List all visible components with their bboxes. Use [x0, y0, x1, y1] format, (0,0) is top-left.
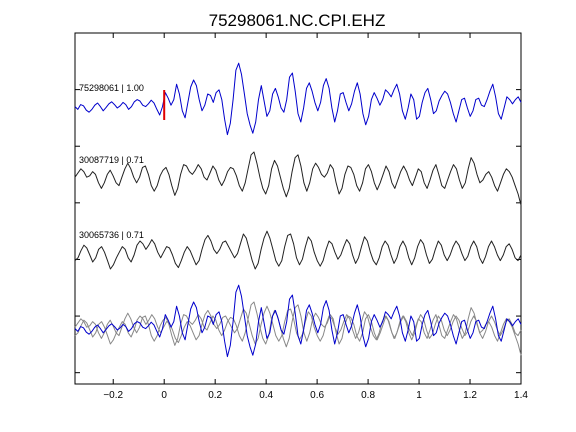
x-tick-label: 0.8	[361, 390, 375, 401]
trace-label-1: 75298061 | 1.00	[79, 83, 144, 93]
x-tick-label: 0.2	[208, 390, 222, 401]
overlay-trace-2	[74, 301, 522, 356]
chart-title: 75298061.NC.CPI.EHZ	[209, 11, 386, 30]
trace-label-3: 30065736 | 0.71	[79, 230, 144, 240]
overlay-group	[74, 284, 522, 358]
x-tick-labels: −0.2 0 0.2 0.4 0.6 0.8 1 1.2 1.4	[103, 390, 528, 401]
x-tick-label: 1.2	[463, 390, 477, 401]
x-tick-label: 0	[161, 390, 167, 401]
x-tick-label: −0.2	[103, 390, 123, 401]
x-tick-label: 1	[416, 390, 422, 401]
plot-area-frame	[74, 32, 522, 385]
overlay-trace-1	[74, 284, 522, 358]
trace-line-1	[74, 62, 522, 136]
x-tick-label: 0.6	[310, 390, 324, 401]
trace-line-3	[74, 230, 522, 270]
trace-group	[74, 62, 522, 270]
trace-line-2	[74, 151, 522, 206]
x-tick-label: 0.4	[259, 390, 273, 401]
trace-label-2: 30087719 | 0.71	[79, 155, 144, 165]
trace-labels: 75298061 | 1.00 30087719 | 0.71 30065736 |…	[79, 83, 144, 240]
x-tick-label: 1.4	[514, 390, 528, 401]
